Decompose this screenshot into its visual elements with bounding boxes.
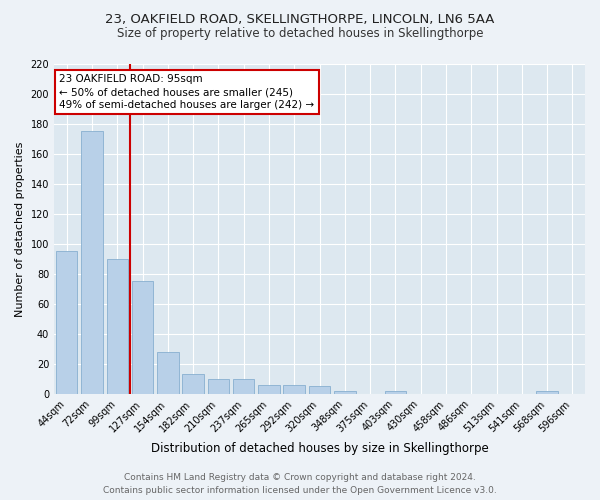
Bar — [536, 391, 558, 394]
Bar — [283, 385, 305, 394]
Bar — [56, 252, 77, 394]
Text: Size of property relative to detached houses in Skellingthorpe: Size of property relative to detached ho… — [117, 28, 483, 40]
Bar — [157, 352, 179, 394]
Bar — [334, 391, 356, 394]
Text: 23, OAKFIELD ROAD, SKELLINGTHORPE, LINCOLN, LN6 5AA: 23, OAKFIELD ROAD, SKELLINGTHORPE, LINCO… — [106, 12, 494, 26]
Bar — [81, 132, 103, 394]
X-axis label: Distribution of detached houses by size in Skellingthorpe: Distribution of detached houses by size … — [151, 442, 488, 455]
Bar — [385, 391, 406, 394]
Bar — [107, 259, 128, 394]
Bar — [233, 379, 254, 394]
Text: 23 OAKFIELD ROAD: 95sqm
← 50% of detached houses are smaller (245)
49% of semi-d: 23 OAKFIELD ROAD: 95sqm ← 50% of detache… — [59, 74, 314, 110]
Bar — [132, 282, 153, 394]
Y-axis label: Number of detached properties: Number of detached properties — [15, 142, 25, 316]
Bar — [208, 379, 229, 394]
Bar — [309, 386, 330, 394]
Text: Contains HM Land Registry data © Crown copyright and database right 2024.
Contai: Contains HM Land Registry data © Crown c… — [103, 474, 497, 495]
Bar — [182, 374, 204, 394]
Bar — [258, 385, 280, 394]
